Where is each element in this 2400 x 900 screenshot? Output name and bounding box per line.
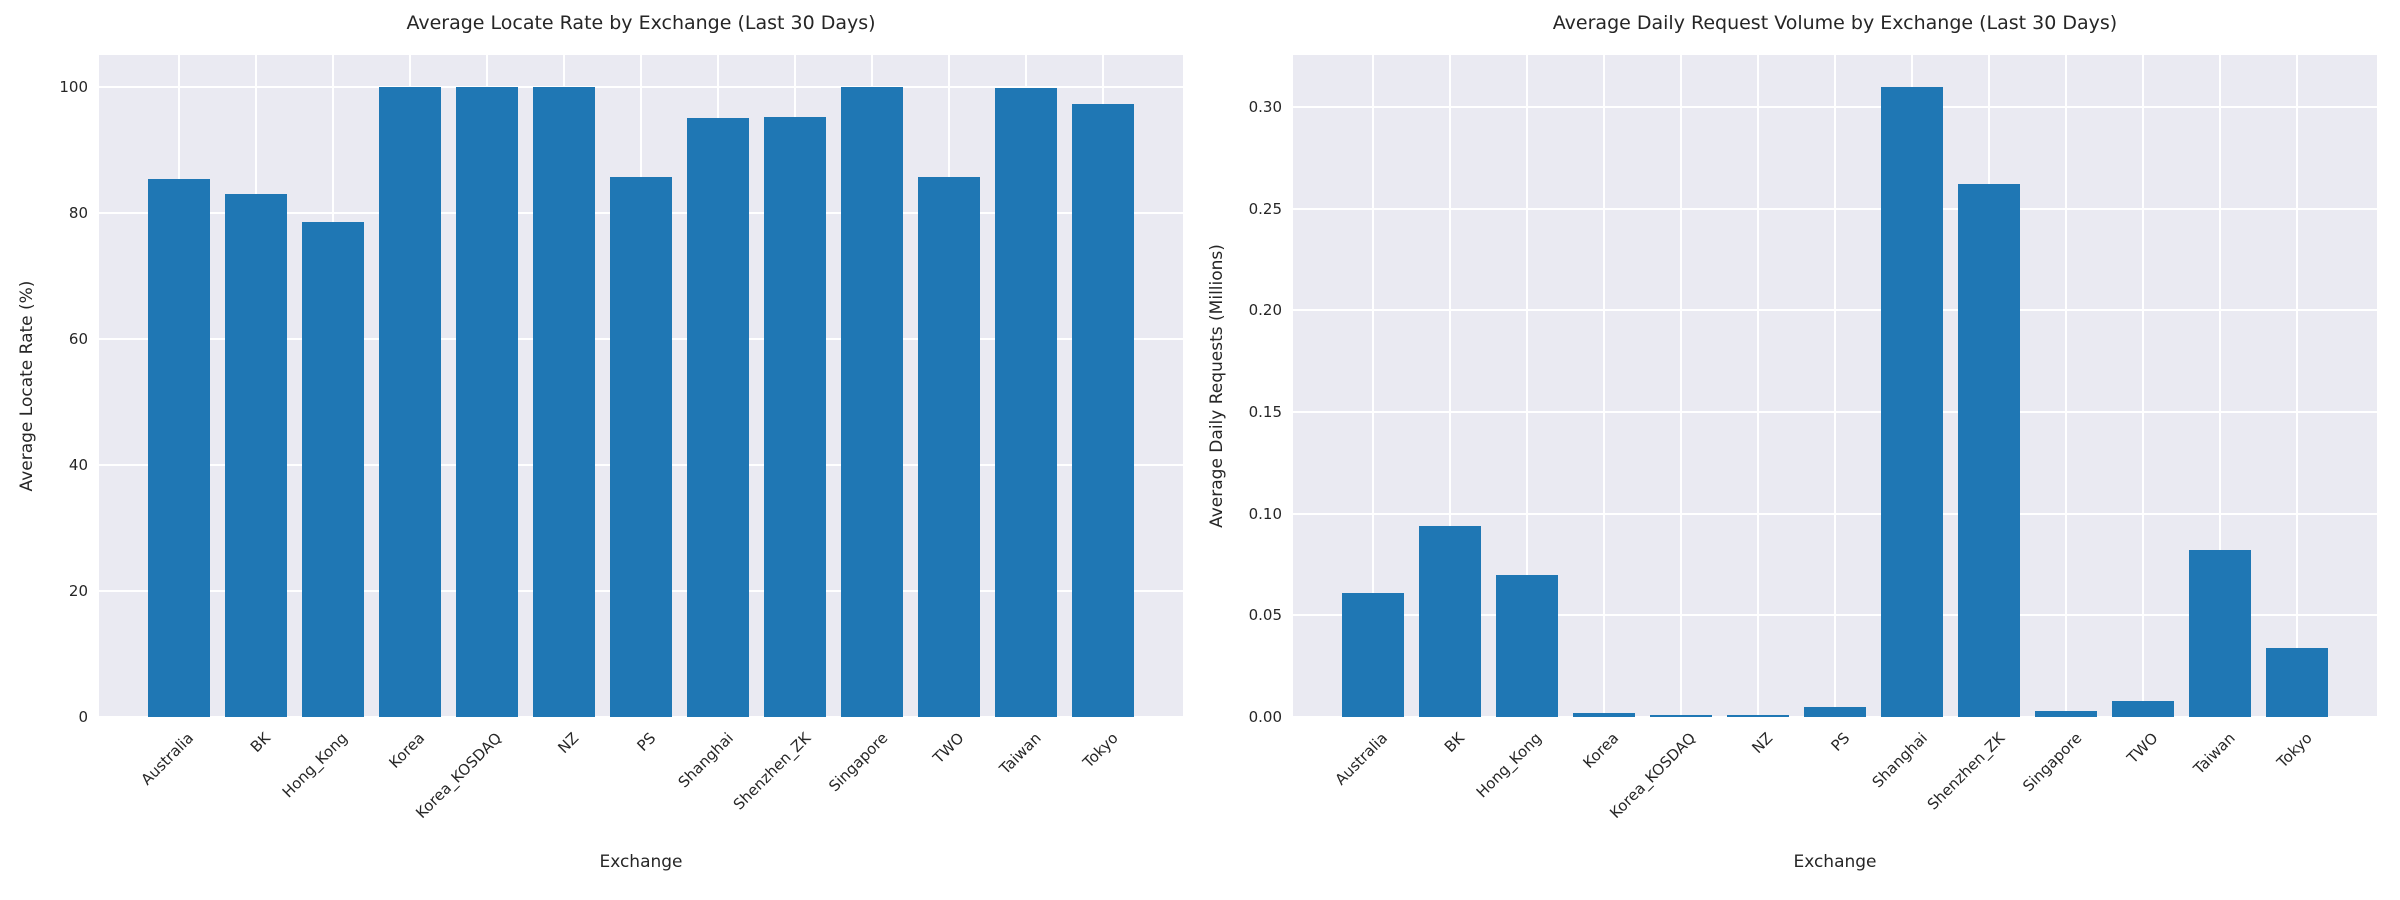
x-axis-label: Exchange [1793, 852, 1877, 872]
bar-Korea_KOSDAQ [1649, 714, 1712, 717]
bar-Taiwan [995, 88, 1058, 717]
x-tick-label-Shanghai: Shanghai [674, 729, 737, 792]
plot-area [1293, 55, 2377, 718]
bar-BK [224, 193, 287, 717]
x-tick-label-Korea: Korea [1579, 729, 1623, 772]
x-tick-label-Taiwan: Taiwan [996, 729, 1046, 778]
y-axis-label: Average Daily Requests (Millions) [1207, 244, 1227, 528]
bar-TWO [918, 176, 981, 717]
y-tick-label: 0.30 [1248, 98, 1282, 117]
x-tick-label-TWO: TWO [929, 729, 969, 768]
bar-Hong_Kong [301, 222, 364, 717]
y-tick-label: 0.10 [1248, 504, 1282, 523]
x-tick-label-Singapore: Singapore [2018, 729, 2085, 796]
y-tick-label: 20 [68, 581, 88, 600]
bar-Australia [1341, 592, 1404, 717]
y-tick-label: 0.05 [1248, 606, 1282, 625]
bar-PS [1804, 706, 1866, 717]
y-tick-label: 0.00 [1248, 708, 1282, 726]
y-tick-label: 0 [78, 708, 88, 726]
y-tick-label: 0.20 [1248, 301, 1282, 320]
bar-NZ [1726, 714, 1789, 717]
x-tick-label-Shenzhen_ZK: Shenzhen_ZK [729, 729, 814, 814]
x-tick-label-Shenzhen_ZK: Shenzhen_ZK [1923, 729, 2008, 814]
y-tick-label: 0.25 [1248, 199, 1282, 218]
x-tick-label-NZ: NZ [554, 729, 583, 757]
x-gridline [1756, 55, 1759, 717]
x-gridline [2219, 55, 2222, 717]
x-tick-label-Singapore: Singapore [824, 729, 891, 796]
y-tick-label: 60 [68, 329, 88, 348]
x-tick-label-Hong_Kong: Hong_Kong [1473, 729, 1546, 802]
bar-Shanghai [687, 118, 750, 717]
x-tick-label-Taiwan: Taiwan [2190, 729, 2240, 778]
x-tick-label-Tokyo: Tokyo [1079, 729, 1123, 772]
x-gridline [1602, 55, 1605, 717]
bar-BK [1418, 525, 1481, 717]
x-tick-label-BK: BK [1441, 729, 1469, 756]
bar-Shenzhen_ZK [1958, 184, 2021, 717]
bar-Hong_Kong [1495, 574, 1558, 717]
bar-Tokyo [2266, 647, 2329, 717]
x-tick-label-Australia: Australia [137, 729, 198, 789]
x-gridline [2065, 55, 2068, 717]
x-tick-label-PS: PS [633, 729, 660, 755]
x-gridline [1371, 55, 1374, 717]
x-gridline [1834, 55, 1836, 717]
plot-area [99, 55, 1183, 718]
y-gridline [99, 716, 1183, 718]
x-tick-label-Korea: Korea [385, 729, 429, 772]
bar-Korea [1572, 712, 1635, 717]
chart-title: Average Locate Rate by Exchange (Last 30… [406, 12, 876, 34]
x-tick-label-Tokyo: Tokyo [2273, 729, 2317, 772]
x-tick-label-TWO: TWO [2123, 729, 2163, 768]
bar-Taiwan [2189, 550, 2252, 717]
x-axis-label: Exchange [599, 852, 683, 872]
x-gridline [2142, 55, 2145, 717]
x-tick-label-Australia: Australia [1331, 729, 1392, 789]
x-tick-label-NZ: NZ [1748, 729, 1777, 757]
y-tick-label: 0.15 [1248, 403, 1282, 422]
bar-Singapore [2035, 710, 2098, 717]
bar-Shenzhen_ZK [764, 116, 827, 717]
x-gridline [1448, 55, 1451, 717]
bar-PS [610, 176, 672, 717]
x-tick-label-PS: PS [1827, 729, 1854, 755]
x-gridline [1525, 55, 1528, 717]
x-gridline [2296, 55, 2299, 717]
bar-Korea_KOSDAQ [455, 86, 518, 717]
x-tick-label-BK: BK [247, 729, 275, 756]
x-gridline [1679, 55, 1682, 717]
bar-NZ [532, 86, 595, 717]
bar-TWO [2112, 700, 2175, 717]
y-tick-label: 80 [68, 203, 88, 222]
bar-Australia [147, 179, 210, 717]
chart-title: Average Daily Request Volume by Exchange… [1552, 12, 2118, 34]
bar-Korea [378, 86, 441, 717]
y-gridline [1293, 716, 2377, 718]
bar-Tokyo [1072, 104, 1135, 717]
bar-Shanghai [1881, 86, 1944, 717]
x-tick-label-Shanghai: Shanghai [1868, 729, 1931, 792]
x-tick-label-Hong_Kong: Hong_Kong [279, 729, 352, 802]
bar-Singapore [841, 86, 904, 717]
y-tick-label: 100 [59, 77, 88, 96]
y-tick-label: 40 [68, 455, 88, 474]
